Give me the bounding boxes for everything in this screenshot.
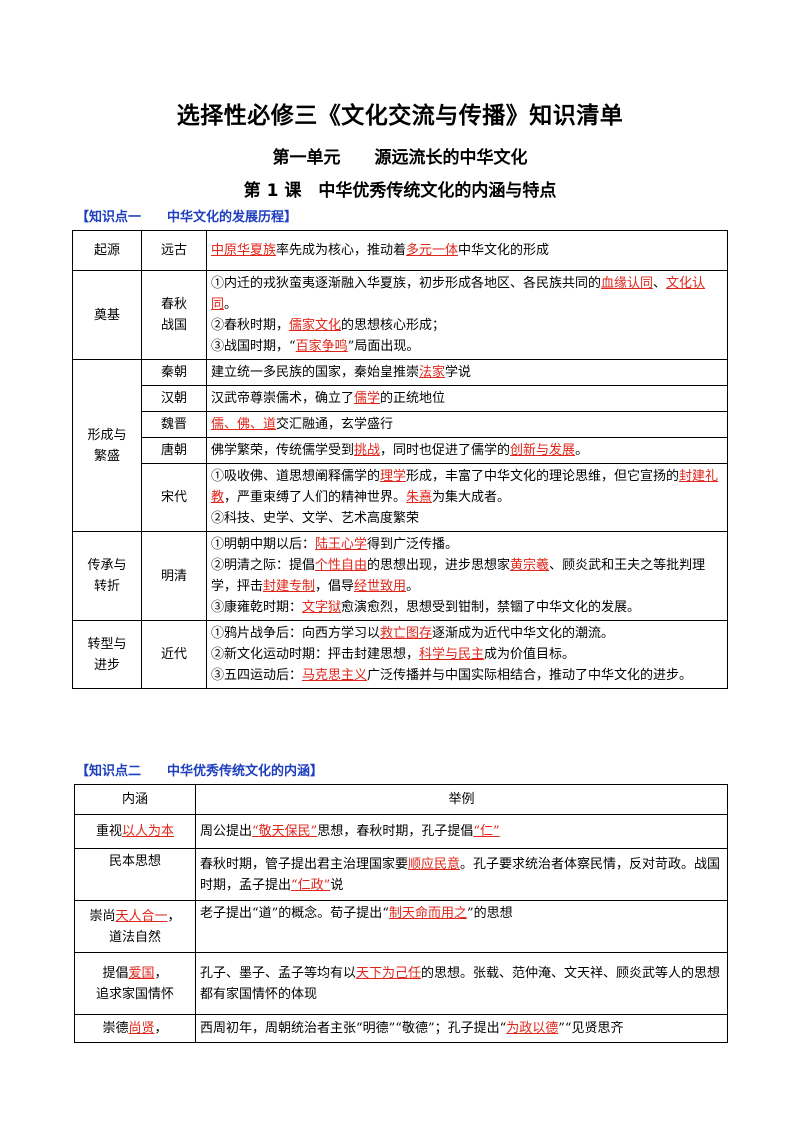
period-cell: 秦朝 <box>141 359 207 386</box>
concept-cell: 崇尚天人合一， 道法自然 <box>74 900 196 953</box>
keyword: 文字狱 <box>302 600 342 615</box>
keyword: 为政以德 <box>506 1021 559 1036</box>
period-cell: 宋代 <box>141 463 207 532</box>
table-header-row: 内涵 举例 <box>74 784 728 815</box>
content-cell: ①吸收佛、道思想阐释儒学的理学形成，丰富了中华文化的理论思维，但它宣扬的封建礼教… <box>206 463 728 532</box>
era-cell: 转型与进步 <box>72 620 142 689</box>
table-row: 传承与转折 明清 ①明朝中期以后：陆王心学得到广泛传播。 ②明清之际：提倡个性自… <box>72 531 728 621</box>
keyword: 黄宗羲 <box>510 558 550 573</box>
table-row: 重视以人为本 周公提出“敬天保民”思想，春秋时期，孔子提倡“仁” <box>74 814 728 849</box>
table-row: 魏晋 儒、佛、道交汇融通，玄学盛行 <box>73 411 728 438</box>
period-cell: 近代 <box>141 620 207 689</box>
column-header: 内涵 <box>74 784 196 815</box>
example-cell: 老子提出“道”的概念。荀子提出“制天命而用之”的思想 <box>195 900 728 953</box>
keyword: 百家争鸣 <box>295 339 348 354</box>
era-cell: 起源 <box>72 230 142 271</box>
table-row: 转型与进步 近代 ①鸦片战争后：向西方学习以救亡图存逐渐成为近代中华文化的潮流。… <box>72 620 728 689</box>
period-cell: 明清 <box>141 531 207 621</box>
lesson-title: 第 1 课 中华优秀传统文化的内涵与特点 <box>243 181 557 201</box>
keyword: 儒、佛、道 <box>211 417 277 432</box>
concept-cell: 崇德尚贤， <box>74 1014 196 1043</box>
keyword: 儒家文化 <box>289 318 342 333</box>
keyword: 朱熹 <box>406 490 433 505</box>
content-cell: ①鸦片战争后：向西方学习以救亡图存逐渐成为近代中华文化的潮流。 ②新文化运动时期… <box>206 620 728 689</box>
period-cell: 唐朝 <box>141 437 207 464</box>
content-cell: 中原华夏族率先成为核心，推动着多元一体中华文化的形成 <box>206 230 728 271</box>
table-row: 汉朝 汉武帝尊崇儒术，确立了儒学的正统地位 <box>73 385 728 412</box>
table-row: 提倡爱国， 追求家国情怀 孔子、墨子、孟子等均有以天下为己任的思想。张载、范仲淹、… <box>74 952 728 1015</box>
keyword: 血缘认同 <box>601 276 654 291</box>
keyword: “敬天保民” <box>252 824 318 839</box>
content-cell: 汉武帝尊崇儒术，确立了儒学的正统地位 <box>206 385 728 412</box>
concept-cell: 提倡爱国， 追求家国情怀 <box>74 952 196 1015</box>
keyword: 陆王心学 <box>315 537 368 552</box>
period-cell: 远古 <box>141 230 207 271</box>
keyword: 封建礼教 <box>211 469 719 505</box>
keyword: 创新与发展 <box>510 443 576 458</box>
era-cell: 奠基 <box>72 270 142 360</box>
keyword: 文化认同 <box>211 276 706 312</box>
unit-title: 第一单元 源远流长的中华文化 <box>272 148 528 168</box>
concept-cell: 民本思想 <box>74 848 196 901</box>
keyword: “仁” <box>473 824 500 839</box>
keyword: “仁政” <box>291 877 331 893</box>
keyword: 经世致用 <box>354 579 407 594</box>
keyword: 马克思主义 <box>302 668 368 683</box>
table-row: 起源 远古 中原华夏族率先成为核心，推动着多元一体中华文化的形成 <box>72 230 728 271</box>
keyword: 科学与民主 <box>419 647 485 662</box>
table-row: 崇德尚贤， 西周初年，周朝统治者主张“明德”“敬德”；孔子提出“为政以德”“见贤… <box>74 1014 728 1043</box>
keyword: 尚贤 <box>128 1021 155 1036</box>
document-title: 选择性必修三《文化交流与传播》知识清单 <box>176 103 624 129</box>
keyword: 以人为本 <box>122 824 175 839</box>
keyword: 救亡图存 <box>380 626 433 641</box>
table-row: 形成与繁盛 秦朝 建立统一多民族的国家，秦始皇推崇法家学说 <box>72 359 728 532</box>
connotation-table: 内涵 举例 重视以人为本 周公提出“敬天保民”思想，春秋时期，孔子提倡“仁” 民… <box>74 784 728 1043</box>
example-cell: 周公提出“敬天保民”思想，春秋时期，孔子提倡“仁” <box>195 814 728 849</box>
table-row: 宋代 ①吸收佛、道思想阐释儒学的理学形成，丰富了中华文化的理论思维，但它宣扬的封… <box>73 463 728 532</box>
keyword: 天下为己任 <box>356 965 422 981</box>
keyword: 儒学 <box>354 391 381 406</box>
period-cell: 汉朝 <box>141 385 207 412</box>
period-cell: 魏晋 <box>141 411 207 438</box>
column-header: 举例 <box>195 784 728 815</box>
keyword: 天人合一 <box>115 908 168 924</box>
keyword: 中原华夏族 <box>211 243 277 258</box>
keyword: 封建专制 <box>263 579 316 594</box>
keyword: 顺应民意 <box>408 856 461 872</box>
keyword: 理学 <box>380 469 407 484</box>
content-cell: ①内迁的戎狄蛮夷逐渐融入华夏族，初步形成各地区、各民族共同的血缘认同、文化认同。… <box>206 270 728 360</box>
keyword: 个性自由 <box>315 558 368 573</box>
example-cell: 西周初年，周朝统治者主张“明德”“敬德”；孔子提出“为政以德”“见贤思齐 <box>195 1014 728 1043</box>
content-cell: 建立统一多民族的国家，秦始皇推崇法家学说 <box>206 359 728 386</box>
content-cell: 佛学繁荣，传统儒学受到挑战，同时也促进了儒学的创新与发展。 <box>206 437 728 464</box>
table-row: 崇尚天人合一， 道法自然 老子提出“道”的概念。荀子提出“制天命而用之”的思想 <box>74 900 728 953</box>
content-cell: 儒、佛、道交汇融通，玄学盛行 <box>206 411 728 438</box>
keyword: 多元一体 <box>406 243 459 258</box>
development-table: 起源 远古 中原华夏族率先成为核心，推动着多元一体中华文化的形成 奠基 春秋战国… <box>72 230 728 689</box>
section-heading-1: 【知识点一 中华文化的发展历程】 <box>76 210 298 225</box>
era-cell: 传承与转折 <box>72 531 142 621</box>
period-cell: 春秋战国 <box>141 270 207 360</box>
keyword: 法家 <box>419 365 446 380</box>
example-cell: 孔子、墨子、孟子等均有以天下为己任的思想。张载、范仲淹、文天祥、顾炎武等人的思想… <box>195 952 728 1015</box>
content-cell: ①明朝中期以后：陆王心学得到广泛传播。 ②明清之际：提倡个性自由的思想出现，进步… <box>206 531 728 621</box>
section-heading-2: 【知识点二 中华优秀传统文化的内涵】 <box>76 764 324 779</box>
table-row: 民本思想 春秋时期，管子提出君主治理国家要顺应民意。孔子要求统治者体察民情，反对… <box>74 848 728 901</box>
concept-cell: 重视以人为本 <box>74 814 196 849</box>
example-cell: 春秋时期，管子提出君主治理国家要顺应民意。孔子要求统治者体察民情，反对苛政。战国… <box>195 848 728 901</box>
keyword: 爱国 <box>128 965 155 981</box>
table-row: 唐朝 佛学繁荣，传统儒学受到挑战，同时也促进了儒学的创新与发展。 <box>73 437 728 464</box>
keyword: 制天命而用之 <box>388 906 467 921</box>
keyword: 挑战 <box>354 443 381 458</box>
era-cell: 形成与繁盛 <box>72 359 142 532</box>
table-row: 奠基 春秋战国 ①内迁的戎狄蛮夷逐渐融入华夏族，初步形成各地区、各民族共同的血缘… <box>72 270 728 360</box>
